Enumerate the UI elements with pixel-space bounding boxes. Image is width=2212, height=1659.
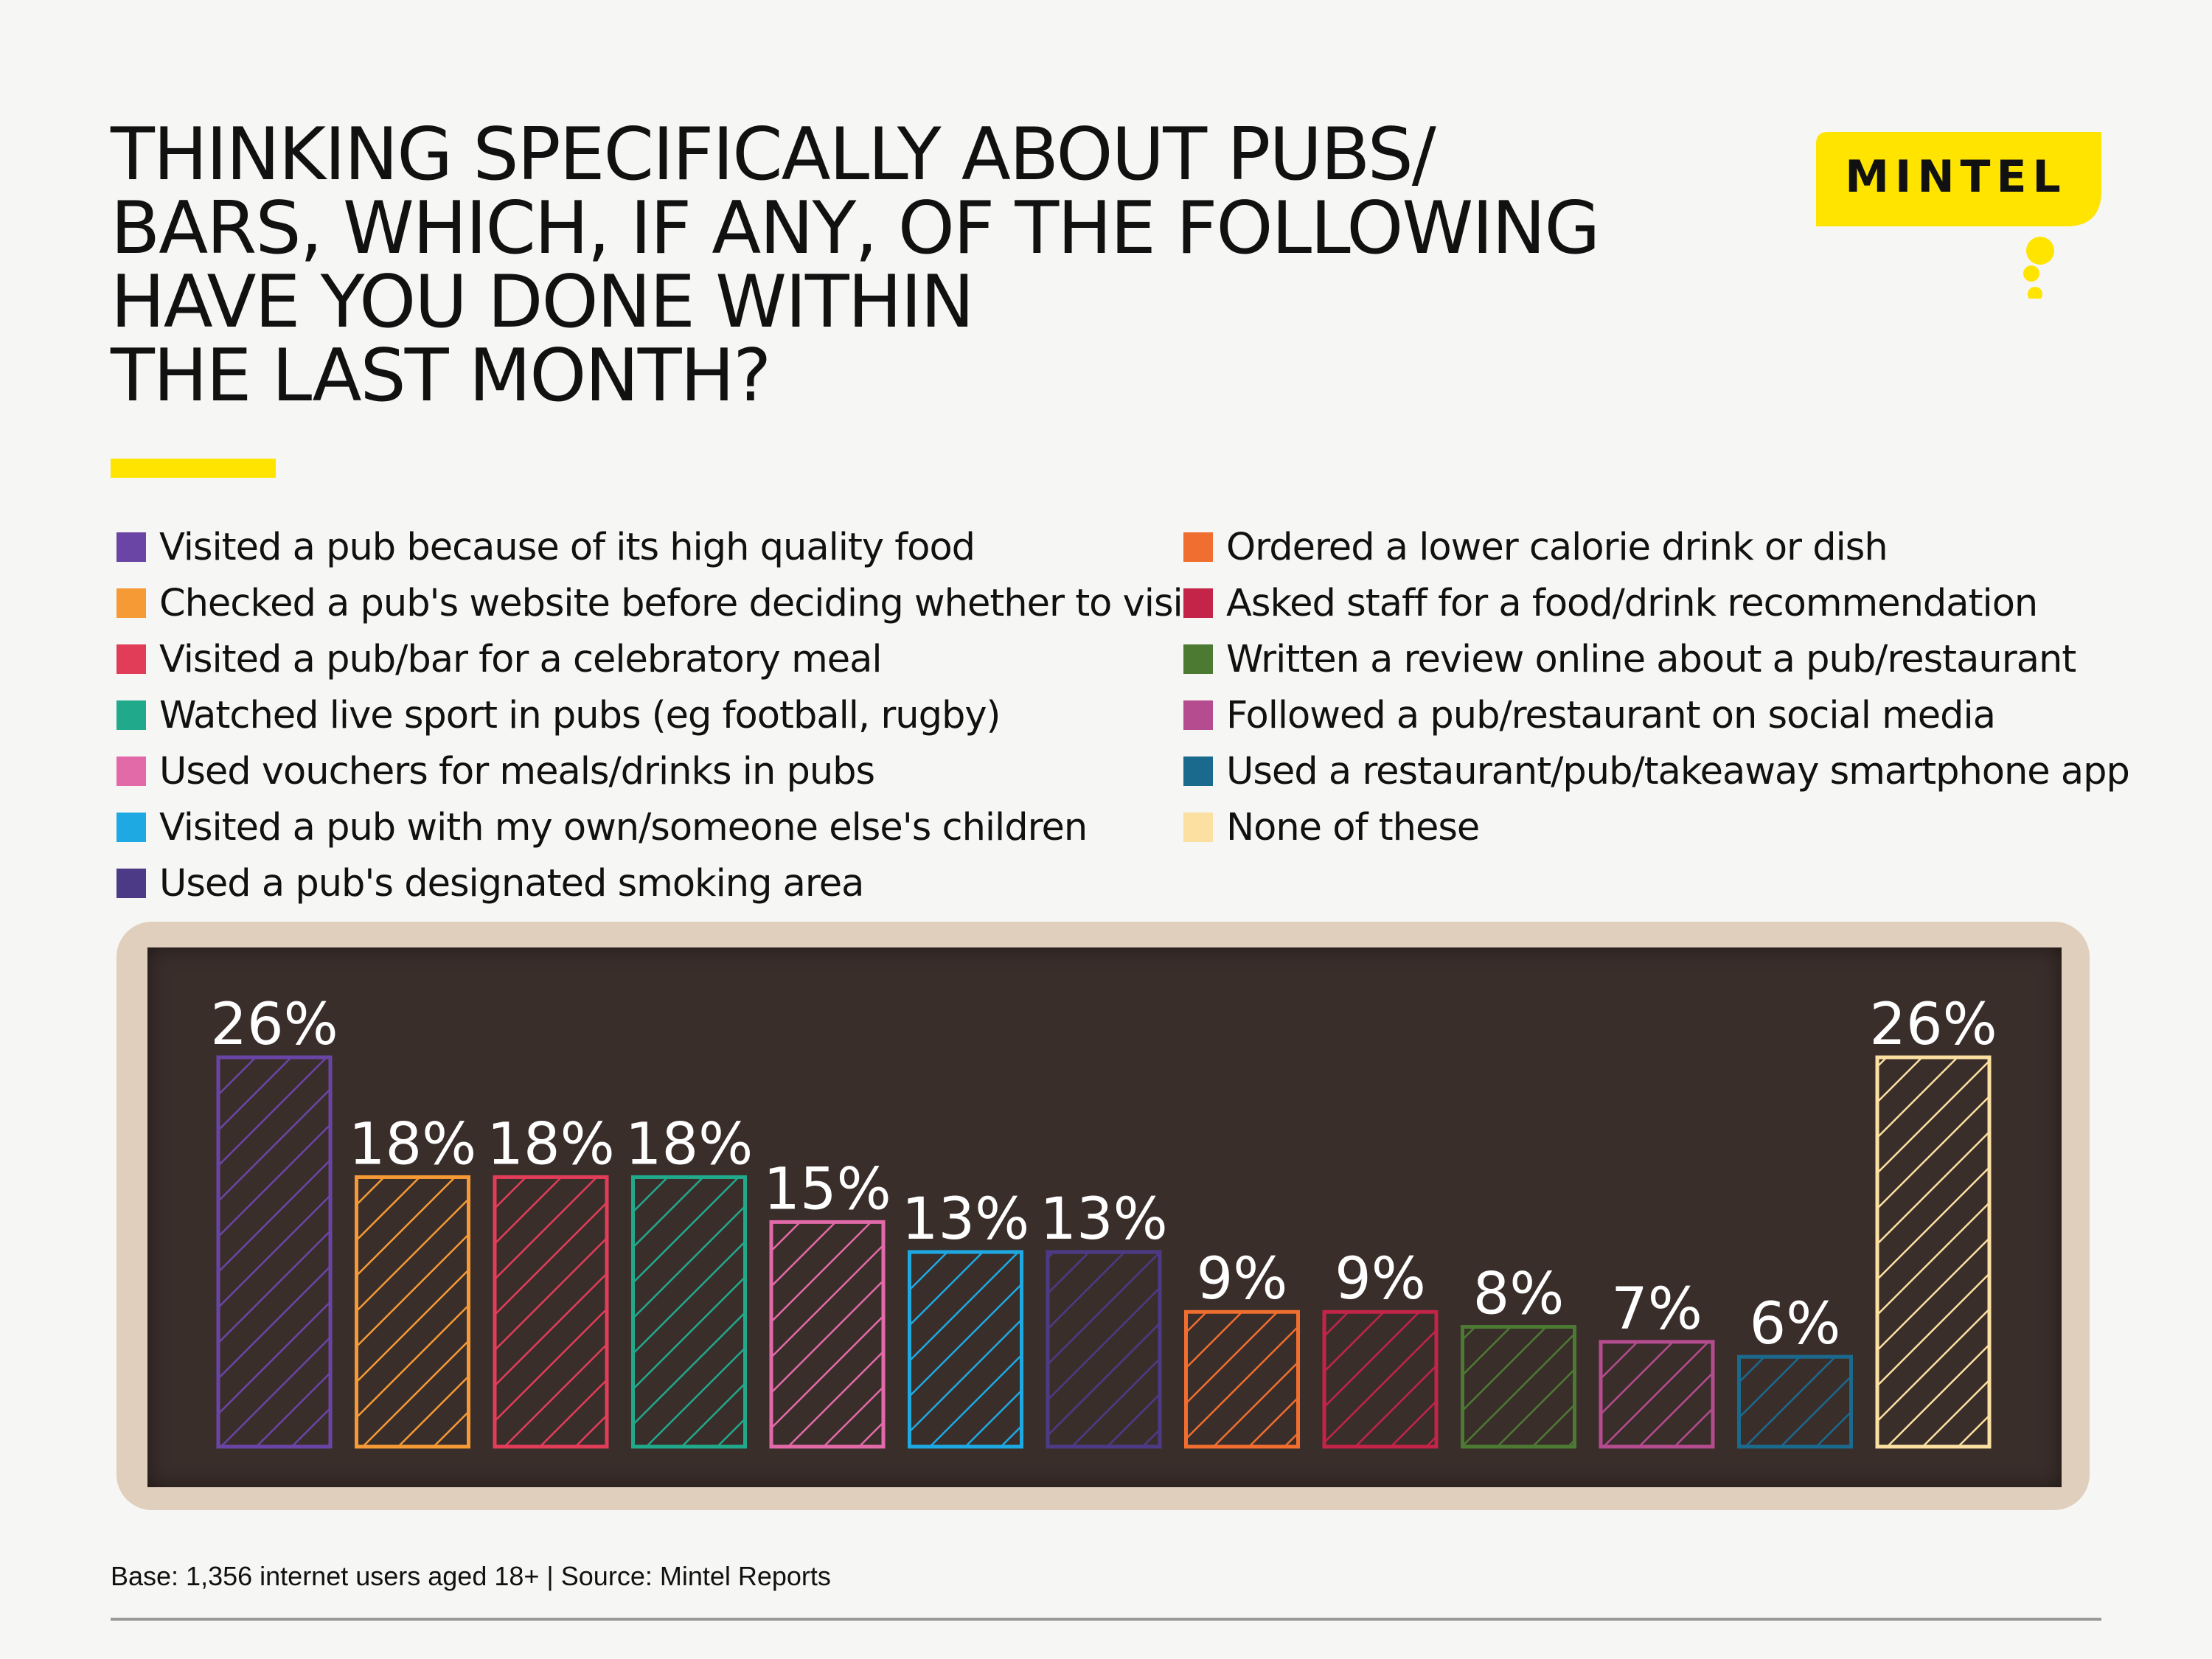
data-label: 9% [1197,1246,1288,1312]
legend-swatch [116,700,146,730]
legend-item: Used a pub's designated smoking area [116,855,1197,911]
legend-item: None of these [1183,799,2129,855]
legend-item: Visited a pub/bar for a celebratory meal [116,631,1197,687]
data-label: 15% [763,1156,891,1222]
logo-wordmark: MINTEL [1845,151,2067,203]
data-label: 18% [349,1111,476,1178]
legend-label: Used a restaurant/pub/takeaway smartphon… [1226,749,2130,793]
data-label: 26% [210,992,338,1058]
legend-swatch [1183,532,1213,562]
data-label: 13% [902,1186,1029,1253]
legend-label: Checked a pub's website before deciding … [159,581,1197,625]
bar [216,1055,333,1449]
legend-item: Checked a pub's website before deciding … [116,575,1197,631]
legend-label: Visited a pub because of its high qualit… [159,525,975,569]
legend-label: Used a pub's designated smoking area [159,861,864,905]
data-label: 13% [1040,1186,1167,1253]
legend-label: Written a review online about a pub/rest… [1226,637,2076,681]
bar [1875,1055,1992,1449]
legend-swatch [116,757,146,786]
data-label: 9% [1335,1246,1426,1312]
legend-label: Used vouchers for meals/drinks in pubs [159,749,875,793]
page-title: THINKING SPECIFICALLY ABOUT PUBS/ BARS, … [111,113,1600,418]
legend-swatch [116,588,146,618]
legend-item: Used a restaurant/pub/takeaway smartphon… [1183,743,2130,799]
legend-swatch [1183,757,1213,786]
legend-swatch [116,813,146,842]
source-note: Base: 1,356 internet users aged 18+ | So… [111,1561,831,1591]
bar [769,1220,886,1449]
legend-label: Visited a pub with my own/someone else's… [159,805,1088,849]
bar [908,1250,1023,1449]
legend-swatch [116,644,146,674]
legend-item: Followed a pub/restaurant on social medi… [1183,687,2129,743]
legend-label: Watched live sport in pubs (eg football,… [159,693,1001,737]
legend-swatch [1183,588,1213,618]
data-label: 8% [1473,1262,1565,1328]
bar [493,1175,609,1449]
data-label: 7% [1611,1276,1703,1343]
bar [1737,1354,1853,1449]
data-label: 18% [487,1111,614,1178]
bar [1046,1250,1162,1449]
legend-item: Asked staff for a food/drink recommendat… [1183,575,2129,631]
logo-speech-bubble-icon [1816,132,2101,302]
bar [1184,1310,1300,1449]
bar [631,1175,747,1449]
legend-right-column: Ordered a lower calorie drink or dish Ask… [1183,519,2130,855]
title-accent-bar [111,459,276,478]
legend-swatch [1183,644,1213,674]
legend-item: Watched live sport in pubs (eg football,… [116,687,1197,743]
bar [1322,1310,1439,1449]
data-label: 26% [1869,992,1997,1058]
footer-divider [111,1618,2101,1621]
legend-swatch [116,869,146,898]
data-label: 18% [625,1111,753,1178]
legend-label: None of these [1226,805,1480,849]
mintel-logo: MINTEL [1810,129,2120,302]
legend-swatch [1183,813,1213,842]
legend-label: Asked staff for a food/drink recommendat… [1226,581,2038,625]
legend-item: Visited a pub with my own/someone else's… [116,799,1197,855]
legend-label: Visited a pub/bar for a celebratory meal [159,637,883,681]
legend-left-column: Visited a pub because of its high qualit… [116,519,1197,911]
legend-swatch [1183,700,1213,730]
legend-swatch [116,532,146,562]
bar [355,1175,470,1449]
data-label: 6% [1750,1291,1841,1357]
legend-item: Visited a pub because of its high qualit… [116,519,1197,575]
legend-item: Used vouchers for meals/drinks in pubs [116,743,1197,799]
legend-label: Ordered a lower calorie drink or dish [1226,525,1888,569]
legend-label: Followed a pub/restaurant on social medi… [1226,693,1996,737]
legend-item: Written a review online about a pub/rest… [1183,631,2129,687]
bar [1599,1340,1715,1449]
bar [1461,1325,1576,1449]
legend-item: Ordered a lower calorie drink or dish [1183,519,2129,575]
